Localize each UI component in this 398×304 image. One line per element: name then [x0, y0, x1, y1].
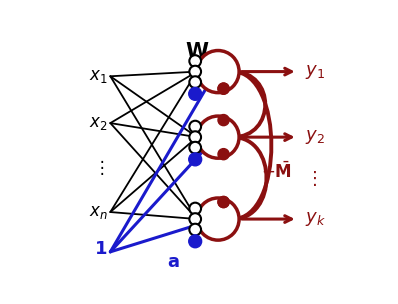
Circle shape	[197, 116, 239, 158]
Circle shape	[189, 203, 201, 214]
Circle shape	[189, 66, 201, 78]
Text: $y_2$: $y_2$	[304, 128, 324, 146]
Circle shape	[218, 196, 229, 208]
Circle shape	[218, 83, 229, 94]
Circle shape	[197, 50, 239, 93]
Circle shape	[218, 149, 229, 160]
Text: $x_2$: $x_2$	[90, 114, 108, 132]
Circle shape	[189, 87, 202, 100]
Circle shape	[189, 142, 201, 154]
Text: 1: 1	[95, 240, 107, 258]
Circle shape	[218, 196, 229, 208]
Circle shape	[189, 153, 202, 166]
Text: $y_1$: $y_1$	[304, 63, 325, 81]
Circle shape	[189, 235, 202, 248]
Text: $\mathbf{a}$: $\mathbf{a}$	[167, 253, 180, 271]
Circle shape	[189, 121, 201, 133]
Circle shape	[189, 55, 201, 67]
Circle shape	[189, 76, 201, 88]
Text: $\vdots$: $\vdots$	[93, 158, 104, 177]
Text: $\mathbf{W}$: $\mathbf{W}$	[185, 42, 209, 62]
Circle shape	[218, 115, 229, 126]
Text: $\vdots$: $\vdots$	[304, 169, 316, 188]
Circle shape	[189, 131, 201, 143]
Circle shape	[218, 83, 229, 94]
Circle shape	[189, 213, 201, 225]
Circle shape	[189, 224, 201, 236]
Text: $y_k$: $y_k$	[304, 210, 326, 228]
Text: $-\bar{\mathbf{M}}$: $-\bar{\mathbf{M}}$	[261, 162, 292, 182]
Text: $x_1$: $x_1$	[89, 67, 108, 85]
Circle shape	[197, 198, 239, 240]
Text: $x_n$: $x_n$	[89, 203, 108, 221]
